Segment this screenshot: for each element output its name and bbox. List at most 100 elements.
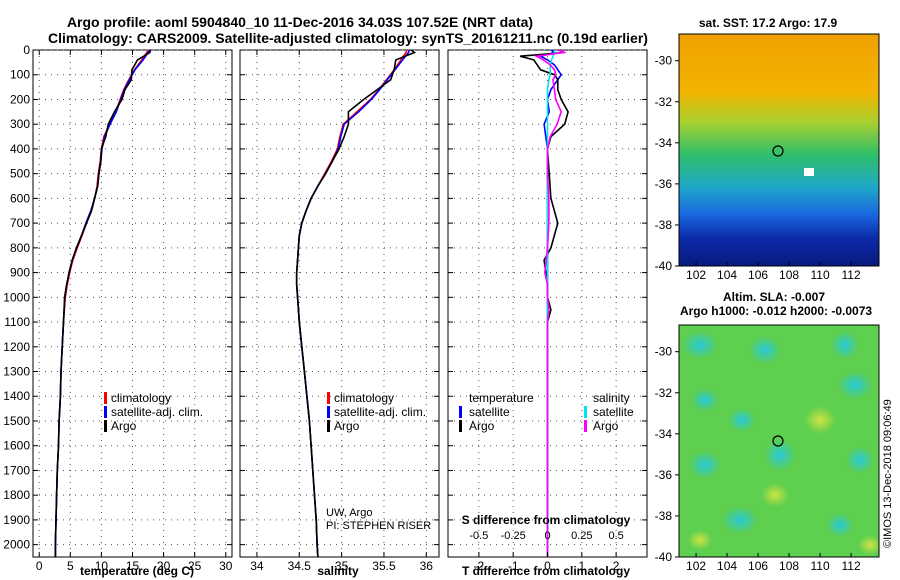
series-line-salinity-argo (533, 49, 567, 557)
s-diff-tick-label: 0.25 (571, 530, 592, 542)
sst-map-frame (678, 33, 880, 267)
depth-tick-label: 1600 (3, 439, 30, 453)
x-tick-label: 10 (95, 559, 109, 573)
imos-credit: ©IMOS 13-Dec-2018 09:06:49 (882, 399, 894, 548)
legend-sal-satellite-swatch (584, 406, 587, 418)
sla-map-frame (678, 324, 880, 558)
legend-climatology-swatch (327, 392, 330, 404)
x-tick-label: 15 (126, 559, 140, 573)
map-lat-label: -34 (655, 136, 673, 150)
depth-tick-label: 300 (10, 117, 30, 131)
sst-argo-location-marker (772, 145, 784, 157)
x-tick-label: 25 (188, 559, 202, 573)
x-tick-label: -1 (508, 559, 519, 573)
map-lon-label: 104 (717, 559, 737, 573)
x-tick-label: 34.5 (288, 559, 312, 573)
map-lon-label: 106 (748, 268, 768, 282)
map-lon-label: 108 (779, 559, 799, 573)
x-tick-label: 1 (578, 559, 585, 573)
depth-tick-label: 0 (23, 43, 30, 57)
legend-argo-label: Argo (111, 419, 137, 433)
x-tick-label: 0 (36, 559, 43, 573)
s-diff-tick-label: -0.25 (501, 530, 526, 542)
map-lat-label: -34 (655, 427, 673, 441)
depth-tick-label: 1200 (3, 340, 30, 354)
legend-sal-satellite-label: satellite (593, 405, 634, 419)
salinity-legend: climatology satellite-adj. clim. Argo (327, 391, 426, 433)
map-lat-label: -30 (655, 345, 673, 359)
map-lon-label: 112 (842, 268, 861, 282)
depth-tick-label: 2000 (3, 538, 30, 552)
difference-legend: temperature satellite Argo salinity sate… (459, 391, 634, 433)
depth-tick-label: 800 (10, 241, 30, 255)
sst-missing-data-patch (804, 168, 814, 176)
x-tick-label: 2 (613, 559, 620, 573)
legend-temp-satellite-label: satellite (469, 405, 510, 419)
title-line-1: Argo profile: aoml 5904840_10 11-Dec-201… (67, 14, 533, 30)
depth-tick-label: 1400 (3, 389, 30, 403)
map-lat-label: -40 (655, 550, 673, 564)
sst-map-panel: sat. SST: 17.2 Argo: 17.9 (655, 16, 880, 282)
series-line-argo (295, 49, 417, 558)
legend-temp-argo-label: Argo (469, 419, 495, 433)
x-tick-label: -2 (474, 559, 485, 573)
depth-tick-label: 400 (10, 142, 30, 156)
map-lon-label: 102 (686, 559, 706, 573)
legend-temp-satellite-swatch (459, 406, 462, 418)
depth-tick-label: 900 (10, 266, 30, 280)
depth-tick-label: 1900 (3, 513, 30, 527)
salinity-panel: 34 34.5 35 35.5 36 salinity climatology sate… (239, 49, 440, 578)
salinity-plot-frame (239, 49, 440, 558)
legend-climatology-label: climatology (111, 391, 171, 405)
depth-tick-label: 500 (10, 167, 30, 181)
legend-argo-swatch (327, 420, 330, 432)
legend-sal-argo-swatch (584, 420, 587, 432)
title-line-2: Climatology: CARS2009. Satellite-adjuste… (48, 30, 648, 46)
x-tick-label: 5 (67, 559, 74, 573)
legend-argo-swatch (104, 420, 107, 432)
legend-temperature-header: temperature (469, 391, 534, 405)
legend-satellite-swatch (327, 406, 330, 418)
legend-satellite-swatch (104, 406, 107, 418)
legend-temp-argo-swatch (459, 420, 462, 432)
sla-anomaly-blobs (682, 331, 882, 555)
map-lat-label: -32 (655, 386, 673, 400)
x-tick-label: 30 (219, 559, 233, 573)
sst-field (679, 34, 879, 266)
map-lon-label: 110 (811, 268, 830, 282)
sst-map-title: sat. SST: 17.2 Argo: 17.9 (699, 16, 838, 30)
depth-tick-label: 1800 (3, 488, 30, 502)
difference-xlabel: T difference from climatology (462, 564, 630, 578)
sla-map-title-2: Argo h1000: -0.012 h2000: -0.0073 (680, 304, 872, 318)
sla-map-title-1: Altim. SLA: -0.007 (723, 290, 825, 304)
map-lon-label: 110 (811, 559, 830, 573)
sla-argo-location-marker (772, 435, 784, 447)
depth-tick-label: 200 (10, 92, 30, 106)
map-lat-label: -32 (655, 95, 673, 109)
x-tick-label: 35.5 (372, 559, 396, 573)
s-diff-tick-label: 0.5 (608, 530, 623, 542)
map-lat-label: -36 (655, 468, 673, 482)
legend-argo-label: Argo (334, 419, 360, 433)
attribution-line-2: PI: STEPHEN RISER (326, 520, 431, 532)
x-tick-label: 34 (250, 559, 264, 573)
difference-panel: -2 -1 0 1 2 -0.5 -0.25 0 0.25 0.5 T difference fr… (447, 49, 648, 578)
map-lat-label: -36 (655, 177, 673, 191)
depth-tick-label: 1000 (3, 290, 30, 304)
depth-tick-label: 1100 (4, 315, 30, 329)
depth-tick-label: 1300 (3, 365, 30, 379)
depth-tick-label: 700 (10, 216, 30, 230)
x-tick-label: 20 (157, 559, 171, 573)
map-lon-label: 106 (748, 559, 768, 573)
legend-climatology-swatch (104, 392, 107, 404)
legend-satellite-label: satellite-adj. clim. (111, 405, 203, 419)
temperature-plot-frame (32, 49, 233, 558)
depth-tick-label: 1700 (3, 463, 30, 477)
attribution-line-1: UW, Argo (326, 507, 372, 519)
depth-tick-label: 600 (10, 191, 30, 205)
difference-xlabel-top: S difference from climatology (462, 513, 631, 527)
temperature-panel: 0100200300400500600700800900100011001200… (3, 43, 232, 578)
map-lon-label: 112 (842, 559, 861, 573)
legend-satellite-label: satellite-adj. clim. (334, 405, 426, 419)
map-lat-label: -38 (655, 218, 673, 232)
